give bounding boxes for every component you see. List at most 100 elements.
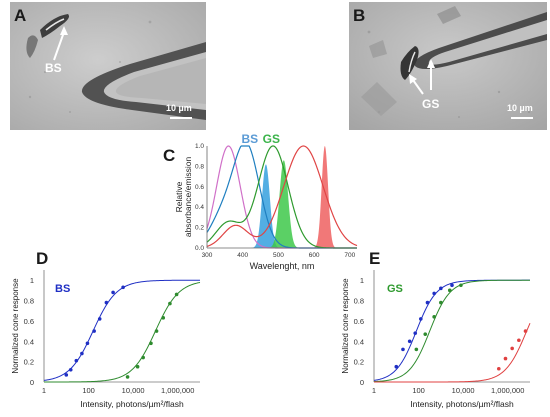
panel-e-letter: E <box>369 249 381 268</box>
chartD-data-point <box>64 373 69 377</box>
chartD-data-point <box>121 285 125 290</box>
chartE-data-point <box>407 339 412 344</box>
chart-c-y-tick: 0.6 <box>195 184 204 191</box>
chartE-data-point <box>425 300 430 305</box>
chart-c-x-label: Wavelenght, nm <box>250 261 315 271</box>
chartE-y-tick: 0.4 <box>354 337 364 346</box>
chart-d-tag: BS <box>55 283 70 295</box>
chartD-x-label: Intensity, photons/µm²/flash <box>80 399 184 409</box>
chartE-data-point <box>419 317 423 321</box>
chartD-data-point <box>174 292 179 297</box>
chartD-data-point <box>125 375 130 379</box>
chartE-data-point <box>497 366 501 371</box>
emission-peak-1 <box>250 164 282 248</box>
chartE-y-tick: 0 <box>360 378 364 387</box>
chartD-y-label: Normalized cone response <box>11 278 20 374</box>
chart-c-y-tick: 0.8 <box>195 163 204 170</box>
chartE-x-tick: 1,000,000 <box>491 386 524 395</box>
chart-c-y-tick: 0.0 <box>195 245 204 252</box>
chartE-data-point <box>394 364 399 369</box>
chart-c-y-tick: 0.2 <box>195 225 204 232</box>
chartD-data-point <box>68 367 73 372</box>
chartE-data-point <box>447 288 452 293</box>
chartE-x-label: Intensity, photons/µm²/flash <box>410 399 514 409</box>
scale-bar-label-b: 10 µm <box>507 103 533 113</box>
panel-a-letter: A <box>14 6 27 25</box>
chart-c-y-tick: 0.4 <box>195 204 204 211</box>
micrograph-a-image <box>10 2 206 130</box>
chartD-data-point <box>149 341 153 346</box>
chartD-data-point <box>92 329 96 333</box>
absorbance-curve-4 <box>206 145 358 247</box>
chartD-plot: 0 0.2 0.4 0.6 0.8 1 1 100 10,000 1,000,000 Intensi… <box>11 270 201 409</box>
chartE-data-point <box>503 356 508 361</box>
chartE-y-tick: 0.8 <box>354 297 364 306</box>
micrograph-b: B GS 10 µm <box>349 2 547 130</box>
chartD-data-point <box>97 317 102 321</box>
chartE-data-point <box>510 346 514 351</box>
gs-callout: GS <box>422 97 440 111</box>
chartD-data-point <box>74 358 79 363</box>
chartE-y-tick: 0.6 <box>354 317 364 326</box>
chart-c-plot: 300 400 500 600 700 0.0 0.2 0.4 0.6 0.8 1.0 Wavelen… <box>174 132 358 271</box>
chartD-data-point <box>85 341 90 346</box>
emission-peak-3 <box>312 146 338 248</box>
chartE-y-tick: 0.2 <box>354 358 364 367</box>
chartE-x-tick: 10,000 <box>452 386 475 395</box>
panel-b-letter: B <box>353 6 366 25</box>
chartE-data-point <box>439 286 443 291</box>
chart-c-y-tick: 1.0 <box>195 143 204 150</box>
chart-c-x-tick: 700 <box>344 252 355 259</box>
chartD-data-point <box>80 351 84 356</box>
chartD-y-tick: 0.6 <box>24 317 34 326</box>
chart-c-annotation-bs: BS <box>242 132 259 146</box>
chartE-data-point <box>432 315 436 319</box>
chart-c-y-label-line2: absorbance/emission <box>183 157 193 238</box>
chart-c-y-label-line1: Relative <box>174 181 184 212</box>
chart-c-x-tick: 400 <box>237 252 248 259</box>
chartE-data-point <box>413 331 418 335</box>
chartD-data-point <box>168 301 172 306</box>
chartE-data-point <box>517 338 521 343</box>
chartD-data-point <box>141 355 145 360</box>
micrograph-a: A BS 10 µm <box>10 2 206 130</box>
chartE-y-tick: 1 <box>360 276 364 285</box>
chartD-data-point <box>111 290 115 295</box>
chartE-data-point <box>423 332 428 336</box>
chartD-y-tick: 0.2 <box>24 358 34 367</box>
chart-e-tag: GS <box>387 283 403 295</box>
chartD-data-point <box>154 329 159 333</box>
chartD-data-point <box>161 316 166 320</box>
chartD-data-point <box>104 300 109 305</box>
chartD-y-tick: 1 <box>30 276 34 285</box>
chartE-data-point <box>459 283 463 288</box>
chart-c-x-tick: 600 <box>309 252 320 259</box>
bs-callout: BS <box>45 61 62 75</box>
chartD-x-tick: 10,000 <box>122 386 145 395</box>
chartE-fit-curve-2 <box>373 279 530 383</box>
chartE-y-label: Normalized cone response <box>341 278 350 374</box>
chartE-fit-curve-3 <box>374 323 531 383</box>
chartD-y-tick: 0.4 <box>24 337 34 346</box>
chartE-plot: 0 0.2 0.4 0.6 0.8 1 1 100 10,000 1,000,000 Intensi… <box>341 270 531 409</box>
chart-c-x-tick: 300 <box>202 252 213 259</box>
chartD-x-tick: 1,000,000 <box>161 386 194 395</box>
chartD-x-tick: 100 <box>82 386 95 395</box>
chartE-x-tick: 1 <box>372 386 376 395</box>
chartE-x-tick: 100 <box>412 386 425 395</box>
panel-d-letter: D <box>36 249 49 268</box>
chartE-data-point <box>432 291 436 296</box>
chartE-data-point <box>401 347 405 352</box>
chartD-x-tick: 1 <box>42 386 46 395</box>
chartD-y-tick: 0.8 <box>24 297 34 306</box>
chart-c-x-tick: 500 <box>273 252 284 259</box>
scale-bar-label-a: 10 µm <box>166 103 192 113</box>
chartE-data-point <box>523 329 528 333</box>
chart-c-annotation-gs: GS <box>263 132 280 146</box>
emission-peak-2 <box>266 160 301 248</box>
chartE-data-point <box>439 300 443 305</box>
chartE-data-point <box>450 283 454 288</box>
